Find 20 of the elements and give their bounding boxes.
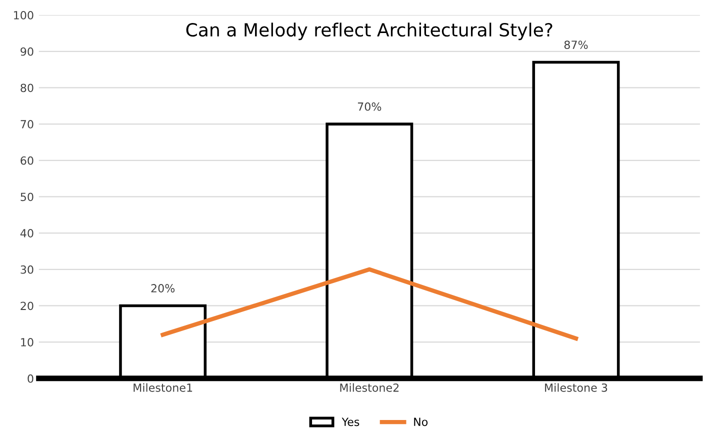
y-tick-label: 20 — [20, 302, 34, 310]
y-tick-label: 80 — [20, 84, 34, 92]
data-label: 20% — [151, 284, 175, 292]
x-tick-label: Milestone1 — [134, 383, 192, 392]
data-label: 87% — [564, 40, 588, 50]
x-tick-label: Milestone2 — [340, 383, 399, 392]
y-tick-label: 60 — [20, 156, 34, 165]
legend-label: Yes — [342, 418, 360, 426]
y-tick-label: 90 — [20, 47, 34, 56]
chart-title: Can a Melody reflect Architectural Style? — [186, 22, 552, 40]
y-tick-label: 10 — [21, 338, 34, 346]
x-tick-label: Milestone 3 — [545, 383, 608, 392]
legend-label: No — [414, 418, 428, 426]
y-tick-label: 0 — [28, 374, 34, 383]
y-tick-label: 30 — [20, 265, 34, 274]
y-tick-label: 70 — [20, 120, 34, 128]
data-label: 70% — [358, 102, 382, 111]
y-tick-label: 100 — [14, 11, 34, 20]
y-tick-label: 50 — [20, 192, 34, 202]
y-tick-label: 40 — [20, 229, 34, 238]
